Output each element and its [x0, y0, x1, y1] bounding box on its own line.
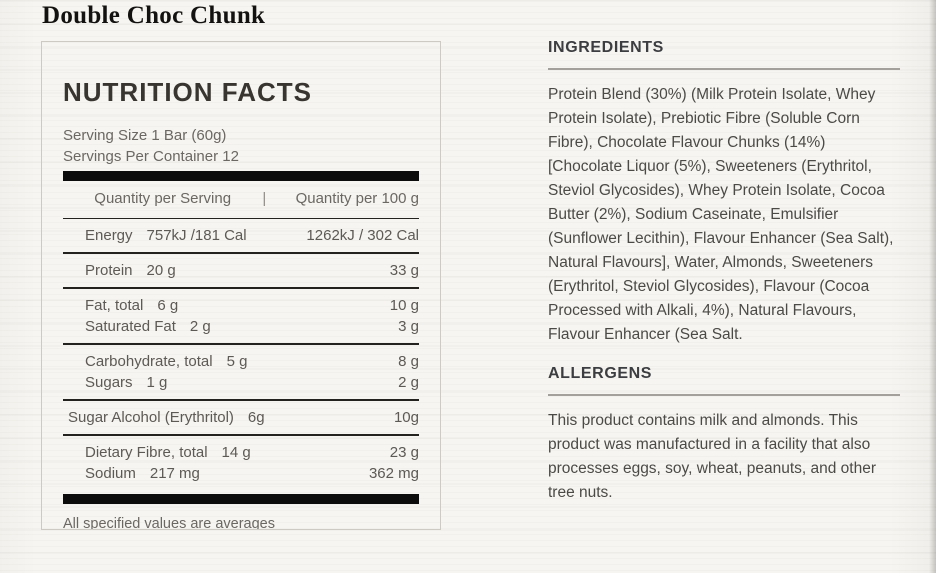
- value-per-serving: 217 mg: [149, 465, 200, 482]
- averages-footnote: All specified values are averages: [63, 516, 275, 530]
- value-per-100g: 3 g: [398, 318, 419, 335]
- nutrient-label: Fat, total: [85, 297, 144, 314]
- column-header-per-100g: Quantity per 100 g: [295, 190, 419, 207]
- value-per-serving: 1 g: [146, 374, 168, 391]
- value-per-serving: 14 g: [221, 444, 251, 461]
- nutrition-row: Protein 20 g 33 g: [63, 260, 419, 281]
- allergens-text: This product contains milk and almonds. …: [548, 412, 876, 501]
- allergens-heading: ALLERGENS: [548, 365, 653, 382]
- nutrition-table: Energy 757kJ /181 Cal 1262kJ / 302 Cal Prot…: [63, 219, 419, 490]
- value-per-100g: 1262kJ / 302 Cal: [306, 227, 419, 244]
- nutrition-row: Sodium 217 mg 362 mg: [63, 463, 419, 484]
- nutrition-row: Dietary Fibre, total 14 g 23 g: [63, 442, 419, 463]
- value-per-serving: 5 g: [226, 353, 248, 370]
- ingredients-rule: [548, 68, 900, 70]
- allergens-rule: [548, 394, 900, 396]
- nutrient-label: Saturated Fat: [85, 318, 176, 335]
- nutrition-group: Sugar Alcohol (Erythritol) 6g 10g: [63, 401, 419, 436]
- ingredients-heading: INGREDIENTS: [548, 39, 664, 56]
- nutrition-row: Sugars 1 g 2 g: [63, 372, 419, 393]
- table-header: Quantity per Serving | Quantity per 100 …: [63, 181, 419, 219]
- nutrition-row: Sugar Alcohol (Erythritol) 6g 10g: [63, 407, 419, 428]
- serving-size: Serving Size 1 Bar (60g): [63, 127, 227, 144]
- servings-per-container: Servings Per Container 12: [63, 148, 239, 165]
- info-column: INGREDIENTS Protein Blend (30%) (Milk Pr…: [548, 38, 900, 522]
- nutrition-row: Saturated Fat 2 g 3 g: [63, 316, 419, 337]
- value-per-serving: 2 g: [189, 318, 211, 335]
- nutrient-label: Carbohydrate, total: [85, 353, 213, 370]
- value-per-serving: 6g: [247, 409, 265, 426]
- bottom-divider-bar: [63, 494, 419, 504]
- nutrition-facts-panel: NUTRITION FACTS Serving Size 1 Bar (60g)…: [41, 41, 441, 530]
- nutrition-row: Carbohydrate, total 5 g 8 g: [63, 351, 419, 372]
- value-per-100g: 2 g: [398, 374, 419, 391]
- nutrition-facts-title: NUTRITION FACTS: [63, 77, 312, 107]
- value-per-serving: 757kJ /181 Cal: [146, 227, 247, 244]
- value-per-serving: 6 g: [157, 297, 179, 314]
- nutrition-group: Fat, total 6 g 10 g Saturated Fat 2 g 3 g: [63, 289, 419, 345]
- value-per-100g: 362 mg: [368, 465, 419, 482]
- nutrient-label: Energy: [85, 227, 133, 244]
- ingredients-text: Protein Blend (30%) (Milk Protein Isolat…: [548, 86, 894, 343]
- serving-info: Serving Size 1 Bar (60g) Servings Per Co…: [63, 125, 419, 167]
- nutrient-label: Sodium: [85, 465, 136, 482]
- nutrition-group: Energy 757kJ /181 Cal 1262kJ / 302 Cal: [63, 219, 419, 254]
- value-per-100g: 8 g: [398, 353, 419, 370]
- value-per-100g: 23 g: [389, 444, 419, 461]
- nutrition-row: Energy 757kJ /181 Cal 1262kJ / 302 Cal: [63, 225, 419, 246]
- nutrient-label: Sugars: [85, 374, 133, 391]
- value-per-serving: 20 g: [146, 262, 176, 279]
- value-per-100g: 10 g: [389, 297, 419, 314]
- nutrition-group: Protein 20 g 33 g: [63, 254, 419, 289]
- value-per-100g: 10g: [393, 409, 419, 426]
- nutrition-group: Dietary Fibre, total 14 g 23 g Sodium 217 mg…: [63, 436, 419, 490]
- nutrition-group: Carbohydrate, total 5 g 8 g Sugars 1 g 2 g: [63, 345, 419, 401]
- top-divider-bar: [63, 171, 419, 181]
- nutrient-label: Dietary Fibre, total: [85, 444, 208, 461]
- value-per-100g: 33 g: [389, 262, 419, 279]
- nutrition-row: Fat, total 6 g 10 g: [63, 295, 419, 316]
- column-header-per-serving: Quantity per Serving: [94, 190, 232, 207]
- page-title: Double Choc Chunk: [42, 2, 266, 29]
- allergens-section: ALLERGENS This product contains milk and…: [548, 364, 900, 505]
- page-edge-shadow: [929, 0, 936, 573]
- ingredients-section: INGREDIENTS Protein Blend (30%) (Milk Pr…: [548, 38, 900, 347]
- column-separator: |: [262, 190, 267, 207]
- nutrient-label: Sugar Alcohol (Erythritol): [68, 409, 234, 426]
- nutrient-label: Protein: [85, 262, 133, 279]
